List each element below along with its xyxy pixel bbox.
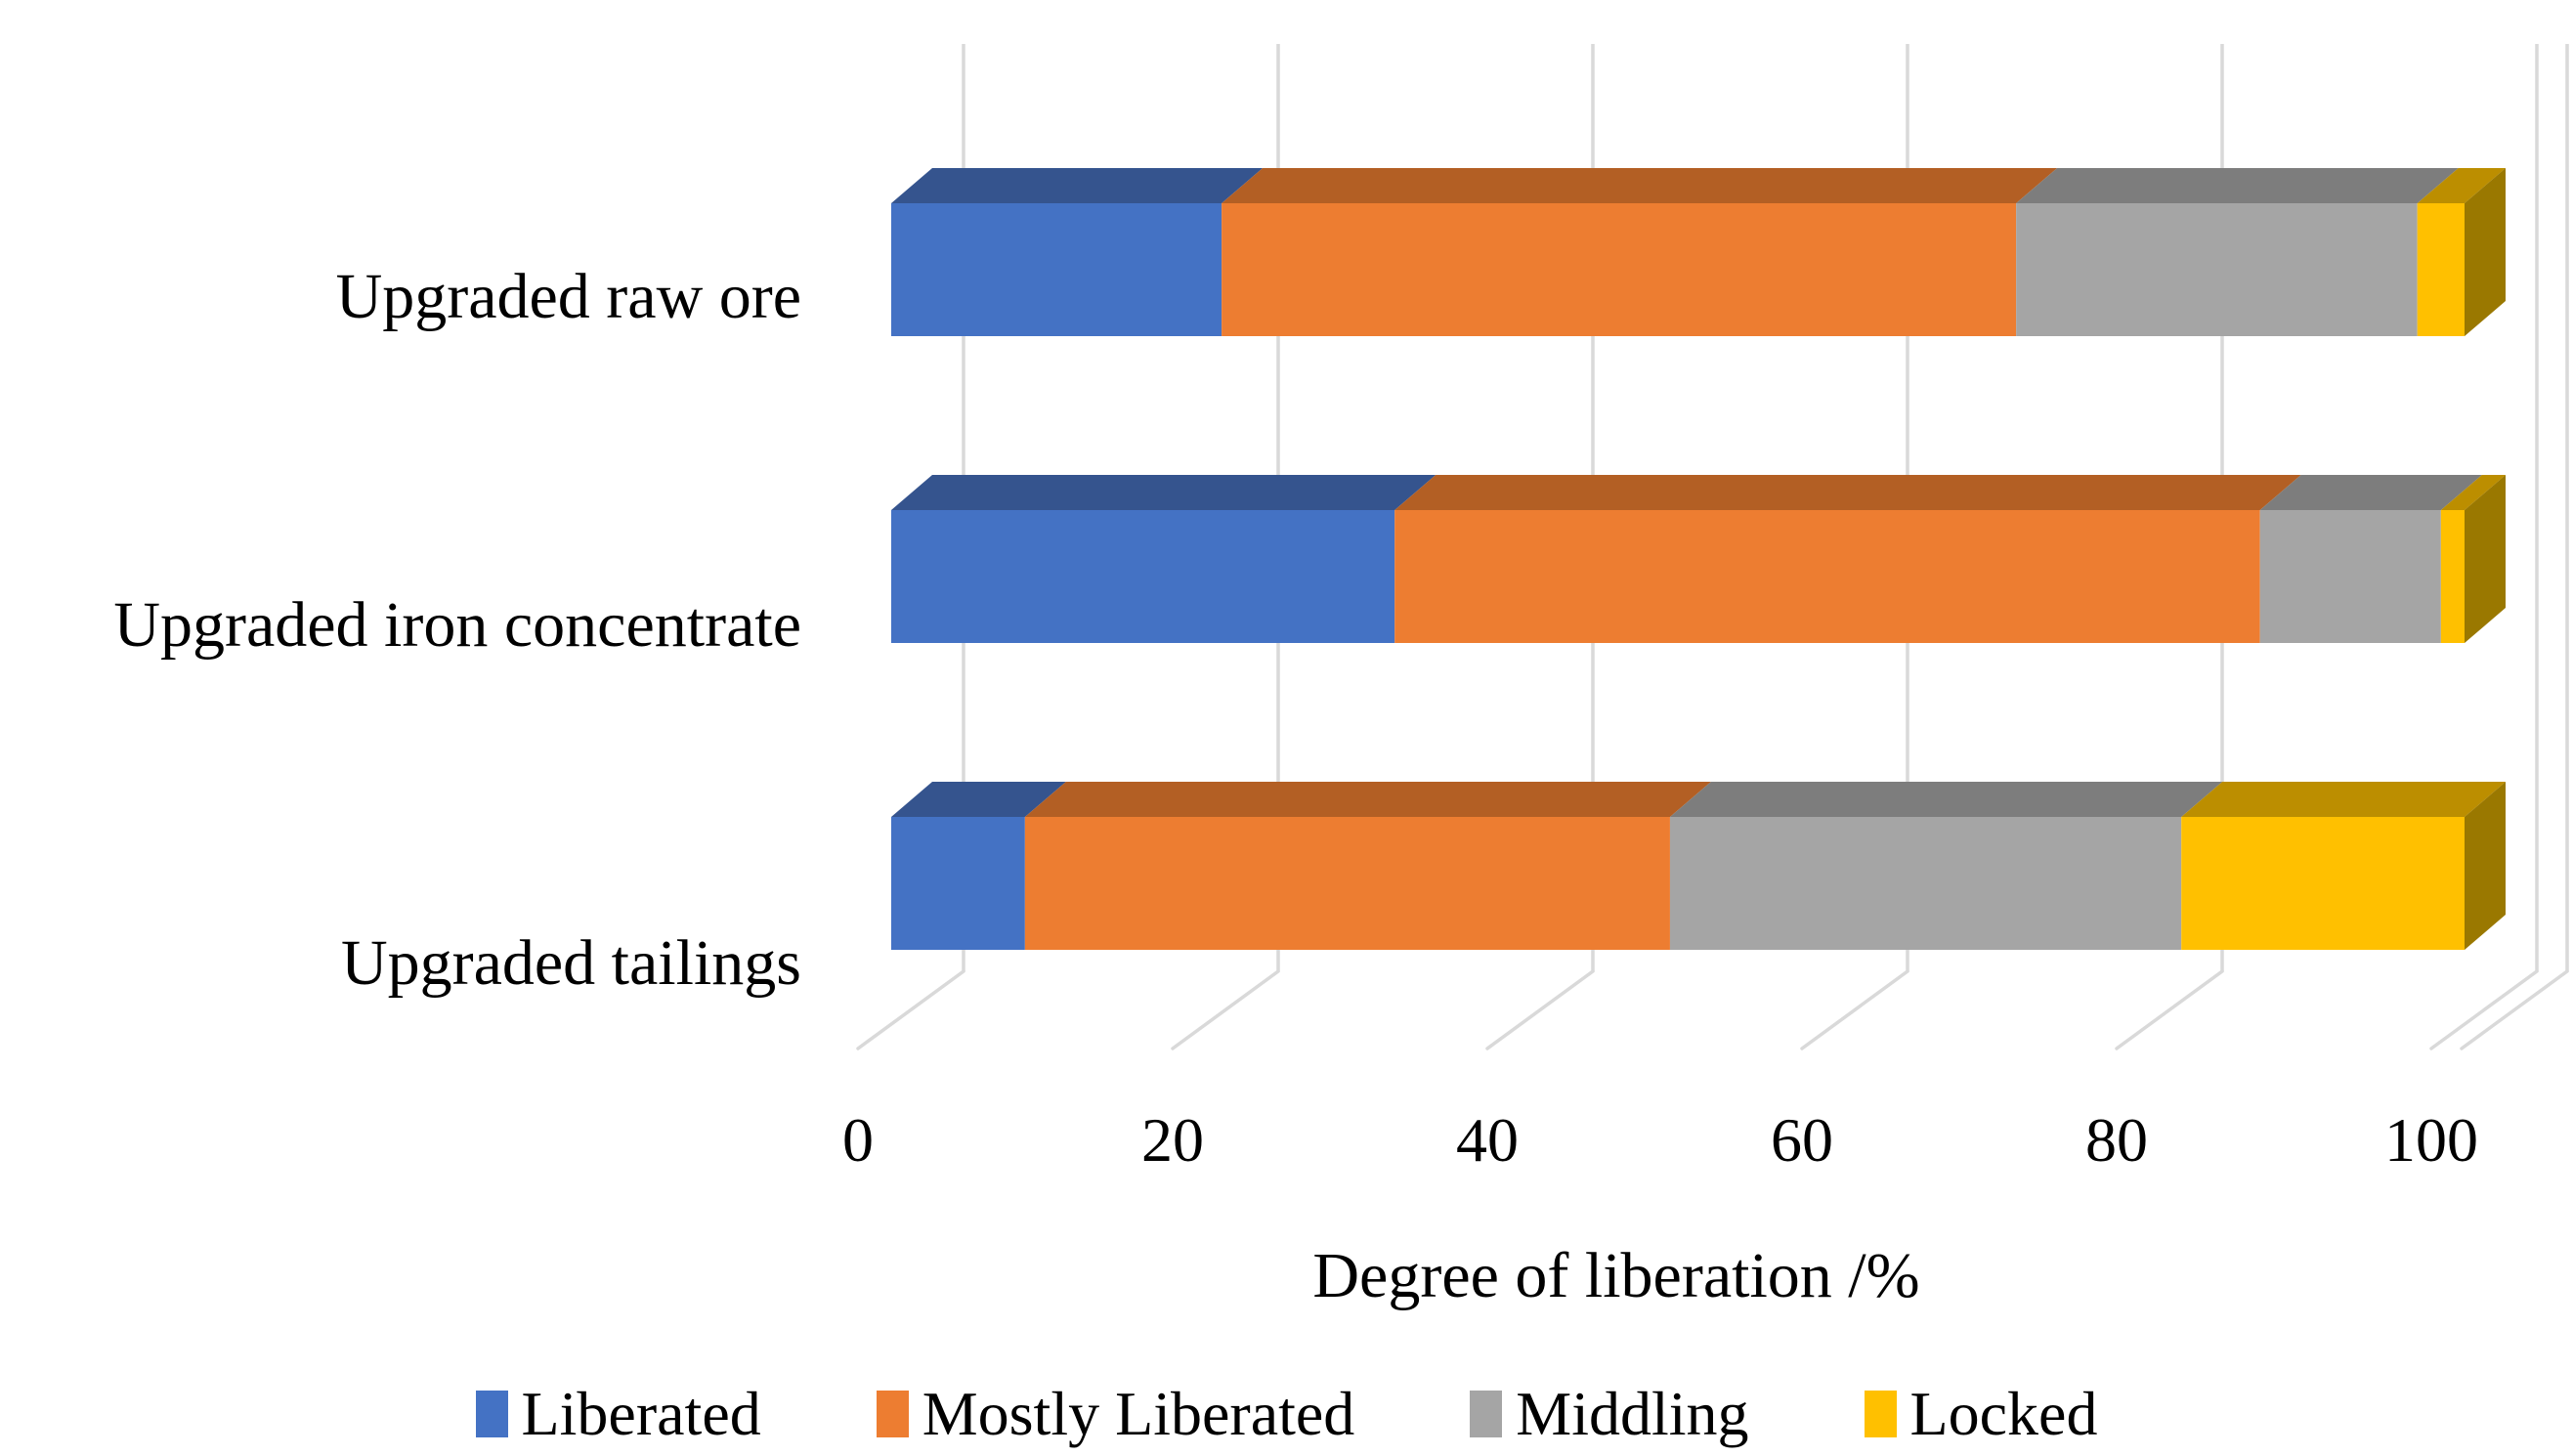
bar-segment-upgraded-raw-ore-liberated — [891, 203, 1222, 336]
legend-label: Middling — [1516, 1379, 1749, 1448]
gridline-40-floor — [1485, 969, 1595, 1050]
bar-end-cap-upgraded-tailings-locked — [2465, 782, 2506, 950]
gridline-80-floor — [2115, 969, 2224, 1050]
bar-segment-top-upgraded-raw-ore-locked — [2417, 168, 2506, 203]
gridline-100-floor — [2429, 969, 2539, 1050]
gridline-0-floor — [856, 969, 965, 1050]
bar-segment-top-upgraded-iron-concentrate-middling — [2259, 475, 2482, 510]
bar-segment-top-upgraded-iron-concentrate-mostly-liberated — [1394, 475, 2301, 510]
plot-right-edge-floor — [2460, 969, 2569, 1050]
x-tick-label-60: 60 — [1771, 1105, 1833, 1175]
legend-item-locked: Locked — [1864, 1379, 2098, 1448]
gridline-20-floor — [1171, 969, 1280, 1050]
bar-segment-upgraded-tailings-mostly-liberated — [1024, 817, 1670, 950]
category-label-upgraded-tailings: Upgraded tailings — [340, 927, 801, 999]
bar-segment-upgraded-iron-concentrate-locked — [2440, 510, 2465, 643]
legend-item-middling: Middling — [1470, 1379, 1749, 1448]
bar-segment-upgraded-raw-ore-middling — [2016, 203, 2418, 336]
x-axis-title: Degree of liberation /% — [1312, 1240, 1920, 1311]
bar-segment-top-upgraded-raw-ore-middling — [2016, 168, 2459, 203]
bar-segment-top-upgraded-tailings-liberated — [891, 782, 1066, 817]
bar-segment-upgraded-tailings-liberated — [891, 817, 1025, 950]
bar-segment-upgraded-tailings-locked — [2181, 817, 2465, 950]
legend-label: Liberated — [521, 1379, 761, 1448]
bar-segment-upgraded-raw-ore-locked — [2417, 203, 2465, 336]
bar-segment-upgraded-iron-concentrate-liberated — [891, 510, 1395, 643]
x-tick-label-80: 80 — [2085, 1105, 2148, 1175]
bar-segment-top-upgraded-raw-ore-mostly-liberated — [1222, 168, 2058, 203]
category-label-upgraded-iron-concentrate: Upgraded iron concentrate — [113, 589, 801, 661]
bar-segment-upgraded-raw-ore-mostly-liberated — [1222, 203, 2017, 336]
legend-label: Locked — [1909, 1379, 2098, 1448]
bar-segment-top-upgraded-raw-ore-liberated — [891, 168, 1264, 203]
bar-segment-top-upgraded-tailings-mostly-liberated — [1024, 782, 1711, 817]
legend-swatch-icon — [1864, 1391, 1897, 1437]
x-tick-label-40: 40 — [1456, 1105, 1519, 1175]
bar-segment-upgraded-iron-concentrate-middling — [2259, 510, 2441, 643]
x-tick-label-100: 100 — [2384, 1105, 2478, 1175]
bar-end-cap-upgraded-iron-concentrate-locked — [2465, 475, 2506, 643]
legend-swatch-icon — [876, 1391, 909, 1437]
x-tick-label-0: 0 — [842, 1105, 874, 1175]
gridline-60-floor — [1800, 969, 1909, 1050]
bar-end-cap-upgraded-raw-ore-locked — [2465, 168, 2506, 336]
bar-segment-top-upgraded-iron-concentrate-locked — [2440, 475, 2506, 510]
bar-segment-top-upgraded-tailings-locked — [2181, 782, 2506, 817]
bar-segment-top-upgraded-tailings-middling — [1669, 782, 2223, 817]
legend-swatch-icon — [475, 1391, 508, 1437]
bar-segment-top-upgraded-iron-concentrate-liberated — [891, 475, 1437, 510]
bar-segment-upgraded-tailings-middling — [1669, 817, 2182, 950]
legend-item-mostly-liberated: Mostly Liberated — [876, 1379, 1355, 1448]
bar-segment-upgraded-iron-concentrate-mostly-liberated — [1394, 510, 2260, 643]
legend-swatch-icon — [1470, 1391, 1503, 1437]
legend-label: Mostly Liberated — [922, 1379, 1355, 1448]
x-tick-label-20: 20 — [1141, 1105, 1204, 1175]
category-label-upgraded-raw-ore: Upgraded raw ore — [335, 261, 801, 332]
legend: Liberated Mostly Liberated Middling Locked — [0, 1380, 2573, 1448]
legend-item-liberated: Liberated — [475, 1379, 761, 1448]
